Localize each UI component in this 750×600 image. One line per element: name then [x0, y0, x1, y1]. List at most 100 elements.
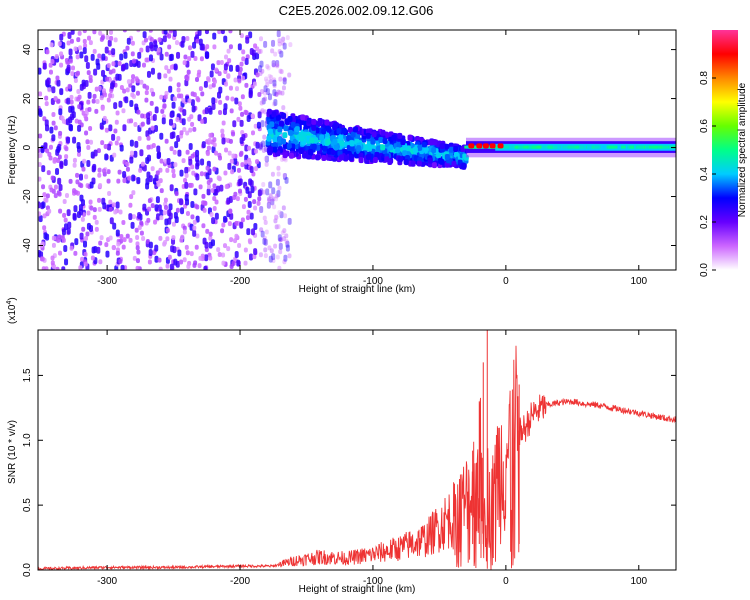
heatmap-cell	[210, 187, 215, 193]
heatmap-cell	[102, 115, 107, 121]
heatmap-cell	[262, 90, 267, 96]
heatmap-cell	[258, 36, 263, 42]
heatmap-cell	[281, 36, 286, 42]
heatmap-cell	[256, 121, 261, 129]
heatmap-cell	[169, 110, 174, 118]
heatmap-cell	[176, 87, 181, 93]
heatmap-cell	[256, 200, 261, 206]
heatmap-cell	[277, 265, 282, 270]
heatmap-cell	[177, 149, 182, 157]
heatmap-peak	[497, 143, 504, 149]
heatmap-cell	[38, 91, 43, 97]
heatmap-cell	[257, 92, 262, 98]
heatmap-cell	[236, 116, 241, 122]
snr-x-ticks: -300 -200 -100 0 100	[97, 330, 648, 587]
heatmap-cell	[139, 149, 144, 157]
heatmap-cell	[73, 250, 78, 256]
heatmap-cell	[83, 43, 88, 49]
heatmap-cell	[42, 62, 47, 70]
heatmap-cell	[240, 129, 245, 135]
heatmap-cell	[148, 248, 153, 256]
heatmap-cell	[129, 100, 134, 108]
heatmap-cell	[148, 30, 153, 33]
heatmap-cell	[75, 54, 80, 60]
heatmap-cell	[148, 54, 153, 62]
heatmap-cell	[173, 162, 178, 168]
heatmap-cell	[278, 68, 283, 74]
heatmap-cell	[460, 145, 466, 152]
heatmap-cell	[374, 151, 380, 158]
heatmap-cell	[96, 148, 101, 154]
heatmap-cell	[202, 207, 207, 213]
heatmap-cell	[130, 40, 135, 46]
heatmap-cell	[42, 192, 47, 198]
heatmap-cell	[237, 70, 242, 76]
heatmap-cell	[280, 230, 285, 236]
heatmap-cell	[179, 259, 184, 265]
heatmap-cell	[150, 44, 155, 52]
heatmap-cell	[247, 201, 252, 209]
heatmap-cell	[204, 30, 209, 35]
heatmap-cell	[501, 145, 507, 149]
heatmap-cell	[396, 141, 402, 148]
heatmap-cell	[292, 138, 298, 145]
heatmap-cell	[156, 47, 161, 53]
heatmap-cell	[630, 145, 636, 149]
heatmap-cell	[209, 70, 214, 78]
heatmap-cell	[38, 162, 42, 168]
heatmap-cell	[130, 78, 135, 84]
heatmap-cell	[87, 91, 92, 99]
heatmap-cell	[59, 33, 64, 41]
heatmap-cell	[136, 60, 141, 68]
heatmap-cell	[135, 234, 140, 240]
heatmap-cell	[171, 168, 176, 174]
heatmap-cell	[43, 142, 48, 150]
heatmap-cell	[159, 209, 164, 217]
heatmap-cell	[253, 166, 258, 172]
heatmap-cell	[59, 51, 64, 57]
snr-plot-area	[38, 330, 676, 570]
heatmap-cell	[184, 181, 189, 189]
heatmap-cell	[60, 234, 65, 240]
heatmap-cell	[58, 130, 63, 136]
heatmap-cell	[69, 38, 74, 44]
heatmap-cell	[518, 145, 524, 149]
heatmap-cell	[197, 114, 202, 122]
heatmap-cell	[67, 221, 72, 229]
heatmap-cell	[259, 89, 264, 95]
heatmap-cell	[168, 203, 173, 211]
heatmap-cell	[272, 83, 277, 89]
heatmap-cell	[84, 235, 89, 241]
heatmap-cell	[270, 171, 275, 177]
heatmap-cell	[130, 221, 135, 229]
heatmap-cell	[169, 30, 174, 33]
heatmap-cell	[263, 219, 268, 225]
heatmap-cell	[146, 217, 151, 223]
heatmap-cell	[105, 34, 110, 40]
spectrogram-y-label: Frequency (Hz)	[7, 116, 18, 185]
heatmap-cell	[118, 258, 123, 264]
heatmap-cell	[252, 254, 257, 260]
colorbar-label: Normalized spectral amplitude	[737, 82, 748, 217]
heatmap-cell	[57, 41, 62, 47]
y-tick-label: 0.5	[22, 498, 33, 512]
heatmap-cell	[219, 184, 224, 192]
heatmap-cell	[116, 178, 121, 184]
heatmap-cell	[233, 191, 238, 197]
heatmap-cell	[85, 61, 90, 69]
heatmap-cell	[92, 207, 97, 213]
heatmap-cell	[267, 245, 272, 251]
heatmap-cell	[233, 238, 238, 244]
heatmap-cell	[98, 240, 103, 246]
heatmap-cell	[62, 198, 67, 204]
heatmap-cell	[83, 251, 88, 257]
heatmap-cell	[140, 161, 145, 167]
heatmap-cell	[146, 70, 151, 78]
heatmap-cell	[76, 142, 81, 150]
heatmap-cell	[543, 145, 549, 149]
heatmap-cell	[72, 213, 77, 221]
spectrogram-image	[38, 30, 676, 270]
heatmap-cell	[528, 145, 534, 149]
snr-y-ticks: 0.0 0.5 1.0 1.5	[22, 368, 676, 577]
heatmap-cell	[105, 250, 110, 258]
